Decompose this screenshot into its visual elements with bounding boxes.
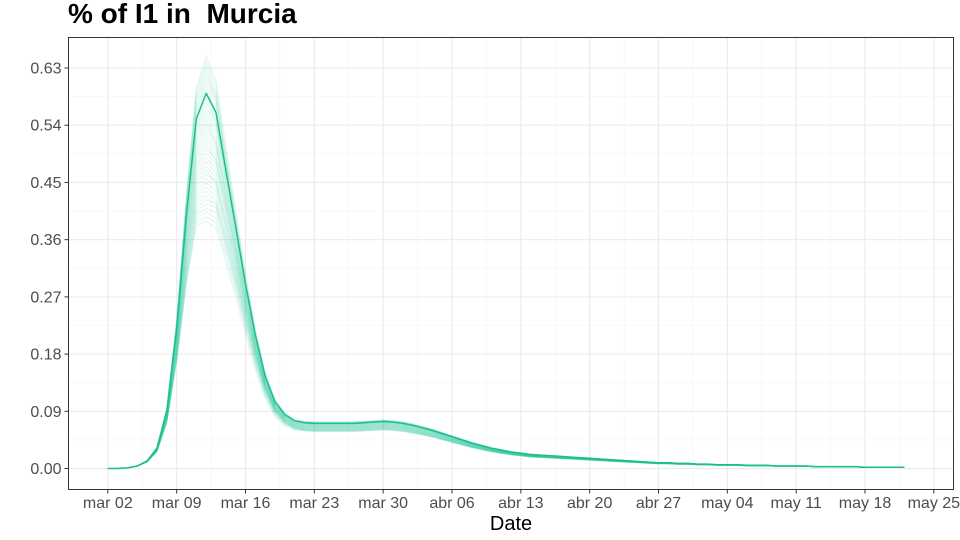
y-tick-label: 0.27 [30,289,61,306]
series-lines [107,55,905,470]
ensemble-series-line [107,72,905,469]
x-axis-title: Date [490,513,532,535]
x-tick-label: abr 06 [429,495,474,512]
y-tick-label: 0.09 [30,404,61,421]
x-tick-label: abr 13 [498,495,543,512]
x-tick-label: may 11 [771,495,822,512]
ensemble-series-line [107,216,905,469]
x-tick-label: may 04 [701,495,754,512]
x-tick-label: mar 23 [289,495,339,512]
y-axis: 0.00 0.09 0.18 0.27 0.36 0.45 0.54 0.63 [30,61,69,478]
y-tick-label: 0.63 [30,61,61,78]
x-tick-label: mar 02 [83,495,133,512]
y-tick-label: 0.00 [30,461,61,478]
x-tick-label: mar 16 [221,495,271,512]
y-tick-label: 0.18 [30,347,61,364]
ensemble-series-line [107,93,905,469]
y-tick-label: 0.45 [30,175,61,192]
x-tick-label: may 18 [839,495,892,512]
chart-title: % of I1 in Murcia [68,0,297,29]
x-tick-label: may 25 [908,495,960,512]
y-tick-label: 0.36 [30,232,61,249]
plot-panel-border [68,37,954,490]
x-tick-label: abr 27 [636,495,681,512]
y-tick-label: 0.54 [30,118,61,135]
ensemble-series-line [107,76,905,469]
grid-lines [68,37,954,490]
ensemble-series-line [107,80,905,469]
main-series-line [107,92,905,470]
x-tick-label: abr 20 [567,495,612,512]
x-axis: mar 02 mar 09 mar 16 mar 23 mar 30 abr 06 abr … [83,489,960,512]
x-tick-label: mar 09 [152,495,202,512]
ensemble-series-line [107,59,905,469]
x-tick-label: mar 30 [358,495,408,512]
